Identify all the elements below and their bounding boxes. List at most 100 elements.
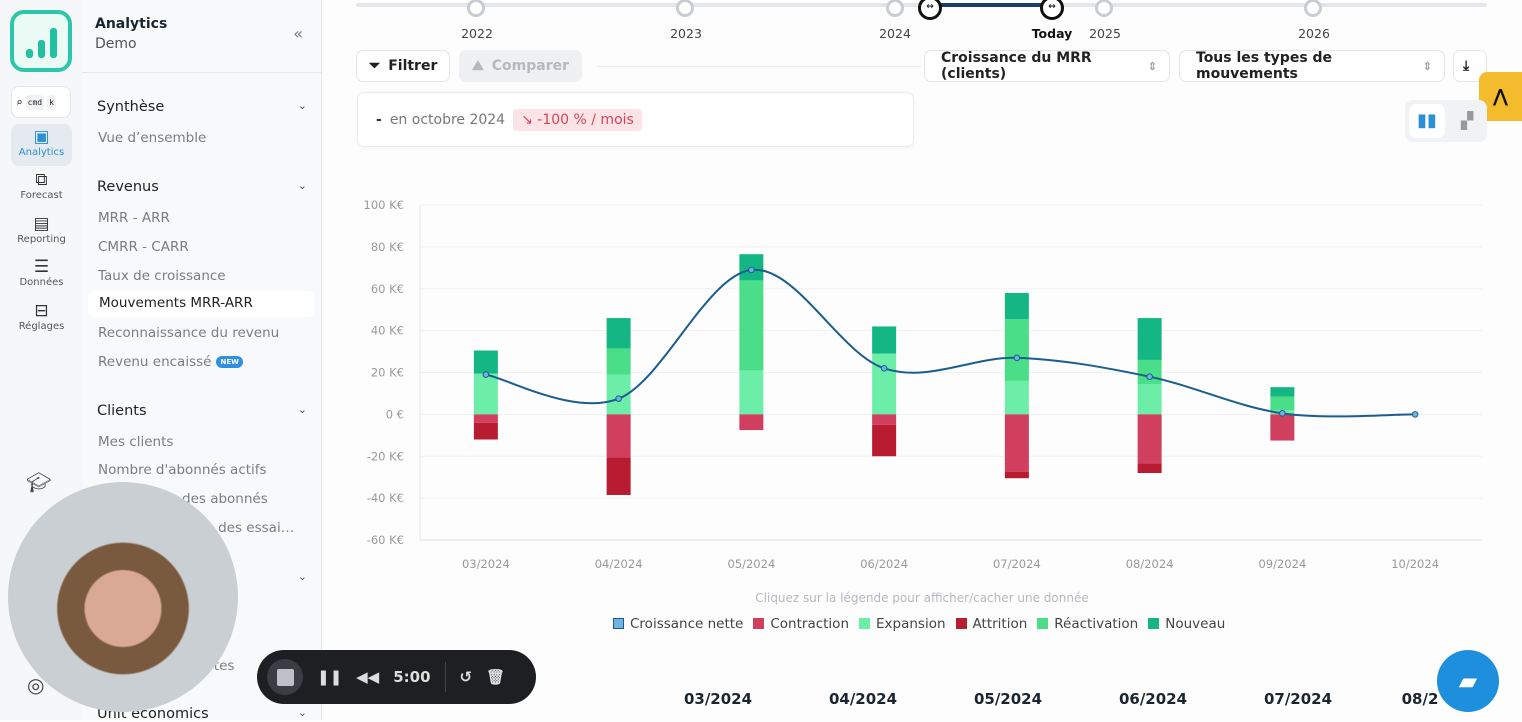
- range-start-handle[interactable]: ↔: [918, 0, 942, 20]
- legend-item-expansion[interactable]: Expansion: [859, 616, 946, 632]
- rail-item-donnees[interactable]: ☰ Données: [11, 254, 72, 296]
- year-label: 2022: [461, 26, 493, 41]
- chart-type-toggle[interactable]: ▮▮ ▞: [1405, 100, 1487, 142]
- range-end-handle[interactable]: ↔: [1040, 0, 1064, 20]
- x-tick-label: 09/2024: [1258, 557, 1306, 571]
- bar-nouveau: [1137, 318, 1162, 360]
- legend-item-attrition[interactable]: Attrition: [955, 616, 1028, 632]
- nav-item[interactable]: MRR - ARR: [98, 210, 170, 226]
- today-label: Today: [1031, 26, 1073, 41]
- x-tick-label: 05/2024: [727, 557, 775, 571]
- chat-support-button[interactable]: ▰: [1437, 650, 1499, 712]
- sidebar-nav: Analytics Demo « Synthèse ⌄ Vue d’ensembl…: [82, 0, 322, 722]
- divider: [444, 662, 446, 692]
- webcam-overlay[interactable]: [8, 482, 238, 712]
- x-tick-label: 04/2024: [595, 557, 643, 571]
- user-profile-icon[interactable]: ◎: [27, 673, 45, 697]
- nav-item[interactable]: Nombre d'abonnés actifs: [98, 462, 267, 478]
- nav-item[interactable]: CMRR - CARR: [98, 239, 189, 255]
- timeline-knob-2023[interactable]: [676, 0, 694, 17]
- nav-item-active[interactable]: Mouvements MRR-ARR: [88, 291, 314, 317]
- timeline-knob-2024[interactable]: [886, 0, 904, 17]
- rail-label: Analytics: [18, 147, 65, 158]
- collapse-sidebar-icon[interactable]: «: [293, 24, 303, 43]
- restart-icon[interactable]: ↺: [459, 668, 473, 686]
- updown-chevron-icon: ⇕: [1422, 59, 1432, 73]
- x-tick-label: 03/2024: [462, 557, 510, 571]
- bar-contraction: [1004, 414, 1029, 472]
- bar-contraction: [473, 414, 498, 423]
- legend-hint: Cliquez sur la légende pour afficher/cac…: [755, 591, 1089, 605]
- legend-item-net[interactable]: Croissance nette: [613, 616, 743, 632]
- bar-reactivation: [1137, 359, 1162, 385]
- new-badge: NEW: [216, 356, 243, 368]
- kpi-period: en octobre 2024: [389, 111, 506, 128]
- legend-swatch: [1037, 618, 1049, 629]
- section-synthese[interactable]: Synthèse ⌄: [97, 99, 307, 115]
- waterfall-chart-icon[interactable]: ▞: [1460, 111, 1474, 130]
- rail-label: Forecast: [20, 190, 63, 201]
- rail-item-reglages[interactable]: ⊟ Réglages: [11, 298, 72, 340]
- trash-icon[interactable]: 🗑︎: [486, 668, 506, 686]
- rail-label: Reporting: [17, 234, 66, 245]
- section-clients[interactable]: Clients ⌄: [97, 403, 307, 419]
- legend-item-nouveau[interactable]: Nouveau: [1148, 616, 1225, 632]
- graduation-cap-icon[interactable]: 🎓︎: [26, 470, 52, 494]
- legend-label: Attrition: [972, 616, 1028, 632]
- nav-item[interactable]: Vue d’ensemble: [98, 130, 207, 146]
- rewind-icon[interactable]: ◀◀: [356, 668, 380, 686]
- bar-contraction: [739, 414, 764, 431]
- bar-attrition: [1004, 471, 1029, 479]
- y-tick-label: 20 K€: [371, 366, 404, 380]
- metric-select[interactable]: Croissance du MRR (clients) ⇕: [924, 50, 1170, 82]
- kpi-card: - en octobre 2024 ↘ -100 % / mois: [357, 92, 914, 147]
- app-logo[interactable]: [10, 10, 72, 72]
- nav-item[interactable]: on des essai…: [197, 520, 295, 536]
- movement-select-value: Tous les types de mouvements: [1196, 50, 1333, 82]
- legend-label: Croissance nette: [630, 616, 744, 632]
- mrr-movements-chart: 100 K€ 80 K€ 60 K€ 40 K€ 20 K€ 0 € -20 K€ -40 K…: [364, 198, 1482, 571]
- forecast-icon: ⧉: [35, 170, 48, 190]
- pause-icon[interactable]: ❚❚: [317, 668, 343, 686]
- legend-item-contraction[interactable]: Contraction: [753, 616, 849, 632]
- bar-expansion: [1137, 384, 1162, 415]
- bar-expansion: [739, 370, 764, 415]
- nav-item[interactable]: Mes clients: [98, 434, 174, 450]
- nav-item[interactable]: des abonnés: [182, 491, 268, 507]
- command-search-button[interactable]: ⌕ cmd k: [11, 86, 71, 118]
- timeline-knob-2025[interactable]: [1095, 0, 1113, 17]
- section-revenus[interactable]: Revenus ⌄: [97, 179, 307, 195]
- compare-chart-icon: ⛰: [472, 58, 484, 74]
- rail-item-forecast[interactable]: ⧉ Forecast: [11, 167, 72, 209]
- nav-item[interactable]: Reconnaissance du revenu: [98, 325, 280, 341]
- nav-item[interactable]: Taux de croissance: [98, 268, 226, 284]
- legend-item-reactivation[interactable]: Réactivation: [1037, 616, 1138, 632]
- nav-item[interactable]: Revenu encaissé NEW: [98, 354, 243, 370]
- section-label: Revenus: [97, 179, 159, 195]
- cmd-key: cmd: [25, 94, 45, 110]
- timeline-knob-2026[interactable]: [1304, 0, 1322, 17]
- net-growth-point: [1146, 373, 1153, 380]
- bar-chart-icon[interactable]: ▮▮: [1409, 104, 1445, 138]
- timeline-knob-2022[interactable]: [467, 0, 485, 17]
- net-growth-point: [880, 365, 888, 372]
- rail-item-reporting[interactable]: ▤ Reporting: [11, 211, 72, 253]
- table-month-header: 04/2024: [828, 690, 898, 708]
- divider: [597, 66, 922, 67]
- net-growth-point: [615, 395, 622, 402]
- bar-nouveau: [473, 350, 498, 374]
- legend-label: Contraction: [770, 616, 849, 632]
- net-growth-point: [748, 266, 755, 274]
- rail-item-analytics[interactable]: ▣ Analytics: [11, 124, 72, 166]
- bar-attrition: [1137, 463, 1162, 473]
- metric-select-value: Croissance du MRR (clients): [941, 50, 1092, 82]
- filter-button[interactable]: ⏷ Filtrer: [356, 50, 451, 82]
- year-label: 2023: [670, 26, 702, 41]
- legend-label: Nouveau: [1165, 616, 1226, 632]
- stop-recording-button[interactable]: [267, 659, 303, 695]
- net-growth-point: [1279, 410, 1286, 417]
- chevron-down-icon: ⌄: [297, 403, 307, 416]
- compare-button[interactable]: ⛰ Comparer: [459, 50, 583, 82]
- legend-swatch: [1148, 618, 1160, 629]
- movement-type-select[interactable]: Tous les types de mouvements ⇕: [1179, 50, 1445, 82]
